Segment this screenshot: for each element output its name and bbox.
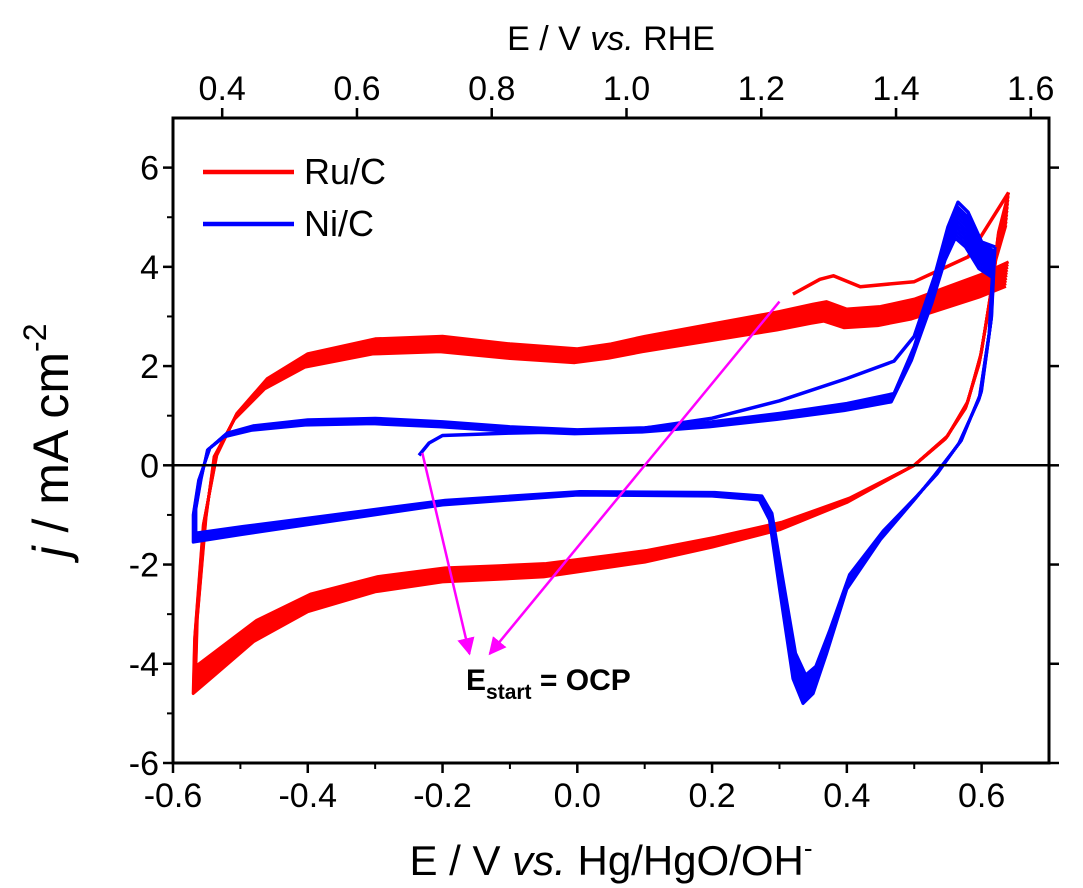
series-cycle <box>193 229 995 683</box>
series-cycle <box>192 219 996 693</box>
x2-tick-label: 1.4 <box>872 70 919 108</box>
series-cycle <box>194 236 994 677</box>
series-cycle <box>194 233 995 680</box>
annotation-text: Estart = OCP <box>466 664 631 704</box>
x2-axis-title-prefix: E / V <box>507 20 590 58</box>
plot-frame <box>171 116 1051 765</box>
legend: Ru/C Ni/C <box>203 151 386 244</box>
y-tick-label: -2 <box>129 547 159 585</box>
x-tick-label: -0.6 <box>144 777 203 815</box>
series-ni-c <box>191 200 997 705</box>
x-axis-title-sup: - <box>804 833 813 863</box>
series-first-scan <box>417 200 996 457</box>
x-axis-title: E / V vs. Hg/HgO/OH- <box>409 833 812 884</box>
series-ru-c <box>191 191 1011 695</box>
x2-tick-label: 0.8 <box>468 70 515 108</box>
series-cycle <box>192 199 1010 689</box>
y-axis-title: j / mA cm-2 <box>17 323 79 563</box>
y-axis-title-text: / mA cm <box>23 352 79 546</box>
annotation-arrow <box>488 300 781 656</box>
x-axis-title-suffix: Hg/HgO/OH <box>566 837 804 884</box>
series-layer <box>191 191 1011 705</box>
x-tick-label: 0.6 <box>958 777 1005 815</box>
series-cycle <box>192 202 1010 686</box>
y-tick-label: -4 <box>129 646 159 684</box>
x2-axis-title-suffix: RHE <box>634 20 715 58</box>
x-tick-label: -0.2 <box>413 777 472 815</box>
x2-tick-label: 1.0 <box>603 70 650 108</box>
series-cycle <box>191 192 1011 695</box>
x-tick-label: 0.2 <box>688 777 735 815</box>
x-axis-title-prefix: E / V <box>409 837 512 884</box>
series-cycle <box>192 195 1010 692</box>
y-tick-label: 0 <box>140 447 159 485</box>
series-cycle <box>191 205 997 705</box>
series-first-scan <box>792 191 1011 296</box>
x2-axis-title-italic: vs. <box>590 20 633 58</box>
y-tick-label: 2 <box>140 348 159 386</box>
x-tick-label: 0.0 <box>554 777 601 815</box>
y-tick-label: 4 <box>140 249 159 287</box>
annotation-main: E <box>466 664 486 697</box>
axes-layer: -0.6 -0.4 -0.2 0.0 0.2 0.4 0.6 -6 -4 -2 0 2 4 6 0.4 0.6… <box>17 20 1059 884</box>
x-tick-label: 0.4 <box>823 777 870 815</box>
annotation-rest: = OCP <box>532 664 631 697</box>
x2-tick-label: 0.4 <box>199 70 246 108</box>
x2-tick-label: 0.6 <box>333 70 380 108</box>
series-cycle <box>193 223 996 690</box>
y-tick-label: 6 <box>140 150 159 188</box>
legend-label: Ru/C <box>304 151 386 192</box>
y-tick-label: -6 <box>129 745 159 783</box>
y-axis-title-sup: -2 <box>17 323 53 351</box>
series-cycle <box>193 226 995 686</box>
x2-axis-title: E / V vs. RHE <box>507 20 715 58</box>
x-axis-title-italic: vs. <box>512 837 566 884</box>
annotation-sub: start <box>486 681 532 704</box>
series-cycle <box>194 224 1008 668</box>
x-tick-label: -0.4 <box>278 777 337 815</box>
series-cycle <box>192 216 996 696</box>
legend-label: Ni/C <box>304 203 374 244</box>
annotation-arrow <box>421 452 475 656</box>
annotation-layer: Estart = OCP <box>421 300 781 704</box>
x2-tick-label: 1.2 <box>738 70 785 108</box>
x2-tick-label: 1.6 <box>1007 70 1054 108</box>
